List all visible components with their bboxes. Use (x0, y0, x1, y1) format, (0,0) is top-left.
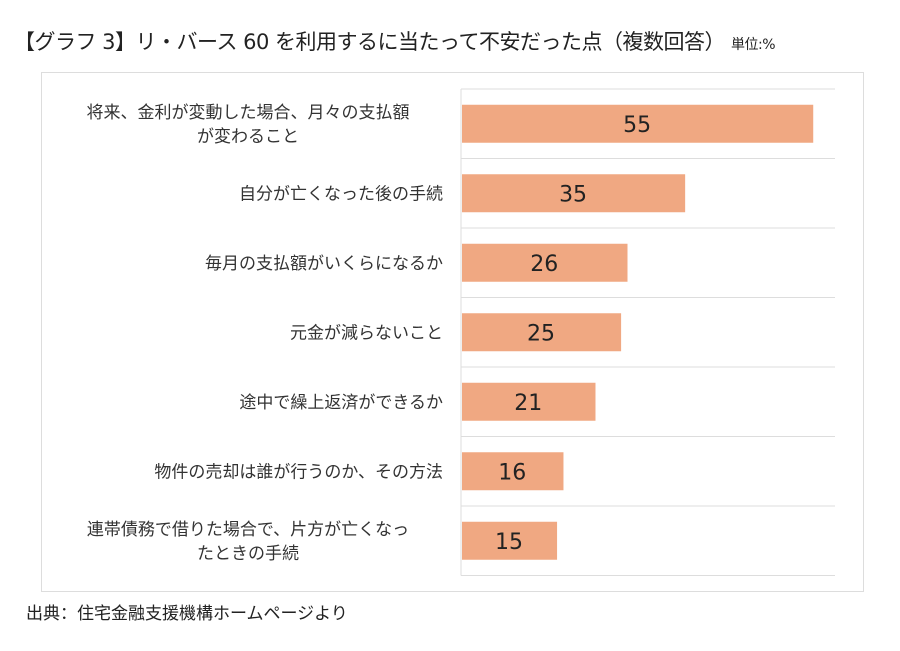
category-label: 自分が亡くなった後の手続 (239, 184, 443, 204)
bar (462, 104, 814, 143)
unit-label: 単位:% (731, 37, 776, 53)
bar (462, 313, 622, 352)
category-label: 将来、金利が変動した場合、月々の支払額 (87, 103, 410, 123)
bar (462, 174, 686, 213)
data-label: 35 (559, 182, 587, 207)
chart-title: 【グラフ 3】リ・バース 60 を利用するに当たって不安だった点（複数回答） 単位… (14, 26, 776, 56)
category-label: 連帯債務で借りた場合で、片方が亡くなっ (87, 520, 409, 540)
category-label: 元金が減らないこと (290, 323, 443, 343)
data-label: 55 (623, 113, 651, 138)
category-label: 途中で繰上返済ができるか (239, 393, 443, 413)
bar (462, 521, 558, 560)
bar (462, 452, 564, 491)
category-label: 物件の売却は誰が行うのか、その方法 (154, 462, 443, 482)
chart-frame (41, 72, 864, 592)
data-label: 16 (498, 460, 526, 485)
bar (462, 243, 628, 282)
source-note: 出典：住宅金融支援機構ホームページより (26, 604, 348, 624)
data-label: 25 (527, 321, 555, 346)
category-label: が変わること (197, 127, 299, 147)
bar (462, 382, 596, 421)
title-text: 【グラフ 3】リ・バース 60 を利用するに当たって不安だった点（複数回答） (14, 30, 726, 54)
category-label: たときの手続 (197, 544, 299, 564)
data-label: 26 (530, 252, 558, 277)
category-label: 毎月の支払額がいくらになるか (205, 254, 443, 274)
data-label: 21 (514, 391, 542, 416)
data-label: 15 (495, 530, 523, 555)
